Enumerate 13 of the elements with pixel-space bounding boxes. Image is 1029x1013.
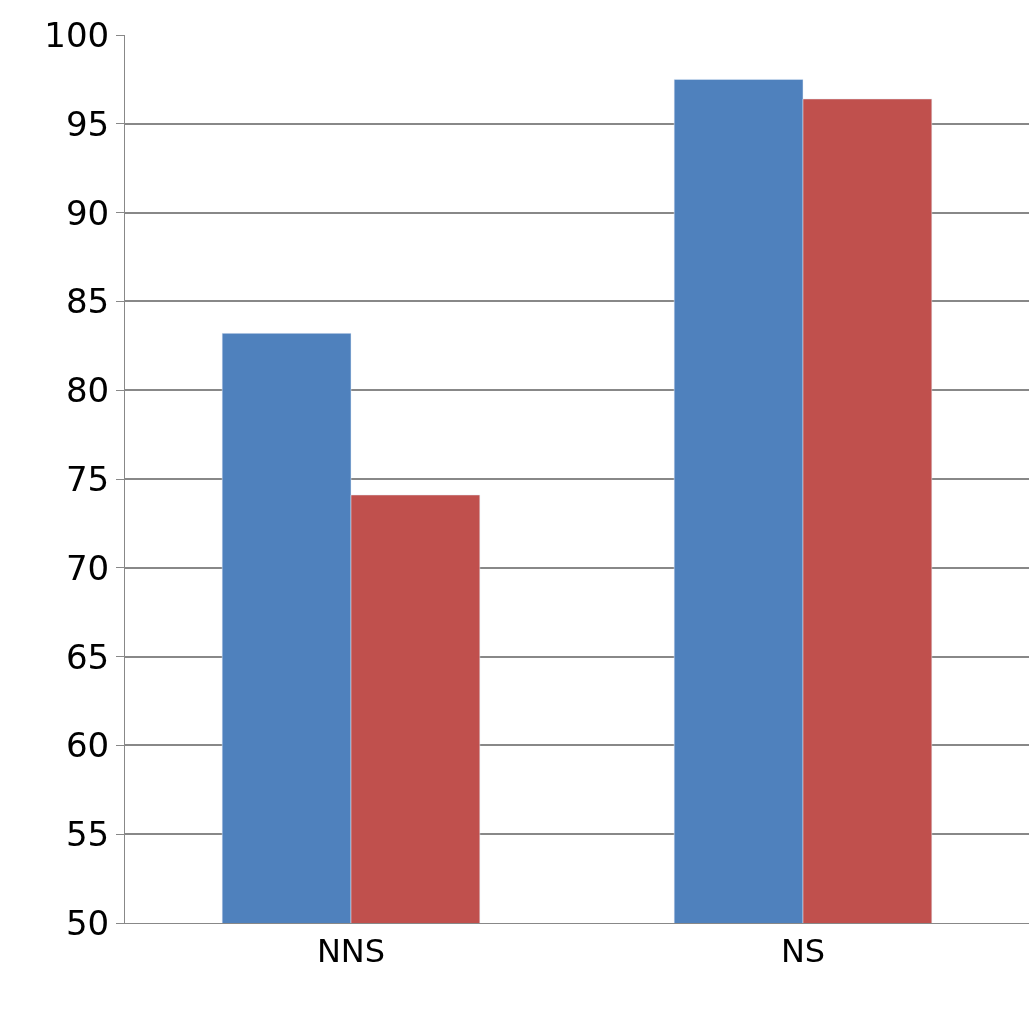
y-tick-label: 75 (65, 458, 110, 499)
y-tick-label: 80 (65, 370, 110, 411)
y-tick-label: 70 (65, 547, 110, 588)
y-tick-label: 85 (65, 281, 110, 322)
y-tick-label: 50 (65, 902, 110, 943)
y-tick-label: 55 (65, 814, 110, 855)
y-tick-label: 90 (65, 192, 110, 233)
y-tick-label: 100 (44, 14, 110, 55)
y-tick-label: 65 (65, 636, 110, 677)
x-tick-label: NNS (316, 932, 386, 971)
x-tick-label: NS (780, 932, 826, 971)
y-tick-label: 60 (65, 725, 110, 766)
y-tick-label: 95 (65, 103, 110, 144)
